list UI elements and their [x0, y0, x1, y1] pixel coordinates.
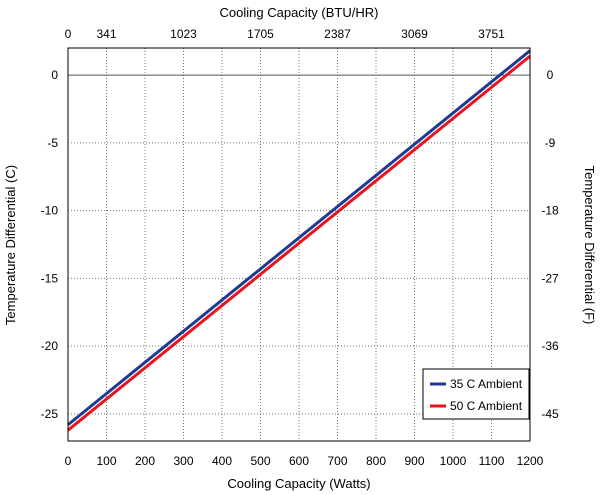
- x2-tick-label: 1705: [247, 27, 274, 41]
- y2-tick-label: -18: [541, 204, 559, 218]
- y-tick-label: 0: [51, 68, 58, 82]
- x-tick-label: 400: [212, 454, 232, 468]
- tick-labels: 0 100 200 300 400 500 600 700 800 900 1000 1100 1200…: [41, 27, 559, 468]
- y-tick-label: -15: [41, 271, 59, 285]
- x-tick-label: 800: [366, 454, 386, 468]
- x-tick-label: 700: [327, 454, 347, 468]
- series-line-50c: [67, 54, 531, 432]
- x-tick-label: 1000: [440, 454, 467, 468]
- y2-tick-label: 0: [547, 68, 554, 82]
- x-tick-label: 900: [404, 454, 424, 468]
- x-tick-label: 300: [173, 454, 193, 468]
- x-tick-label: 0: [65, 454, 72, 468]
- series-line-35c: [67, 49, 531, 426]
- y-tick-label: -25: [41, 407, 59, 421]
- legend-box: [422, 368, 530, 420]
- x-tick-label: 200: [135, 454, 155, 468]
- x2-tick-label: 3069: [401, 27, 428, 41]
- legend: 35 C Ambient 50 C Ambient: [422, 368, 530, 420]
- x-tick-label: 1100: [479, 454, 505, 468]
- x-tick-label: 600: [289, 454, 309, 468]
- x-tick-label: 100: [96, 454, 116, 468]
- y2-tick-label: -27: [541, 271, 559, 285]
- x2-tick-label: 1023: [170, 27, 197, 41]
- plot-frame: [67, 47, 531, 442]
- series-lines: [67, 49, 531, 432]
- y-tick-label: -20: [41, 339, 59, 353]
- legend-label-50c: 50 C Ambient: [450, 399, 523, 413]
- x-axis-title: Cooling Capacity (Watts): [227, 476, 370, 491]
- y2-tick-label: -36: [541, 339, 559, 353]
- y-tick-label: -5: [47, 136, 58, 150]
- legend-label-35c: 35 C Ambient: [450, 377, 523, 391]
- y2-tick-label: -45: [541, 407, 559, 421]
- x2-tick-label: 2387: [324, 27, 351, 41]
- y2-tick-label: -9: [545, 136, 556, 150]
- y-tick-label: -10: [41, 204, 59, 218]
- x-tick-label: 1200: [517, 454, 544, 468]
- x2-tick-label: 341: [96, 27, 116, 41]
- x2-tick-label: 0: [65, 27, 72, 41]
- x2-axis-title: Cooling Capacity (BTU/HR): [220, 5, 379, 20]
- y-axis-title: Temperature Differential (C): [3, 165, 18, 325]
- y2-axis-title: Temperature Differential (F): [582, 166, 597, 325]
- x2-tick-label: 3751: [478, 27, 505, 41]
- x-tick-label: 500: [250, 454, 270, 468]
